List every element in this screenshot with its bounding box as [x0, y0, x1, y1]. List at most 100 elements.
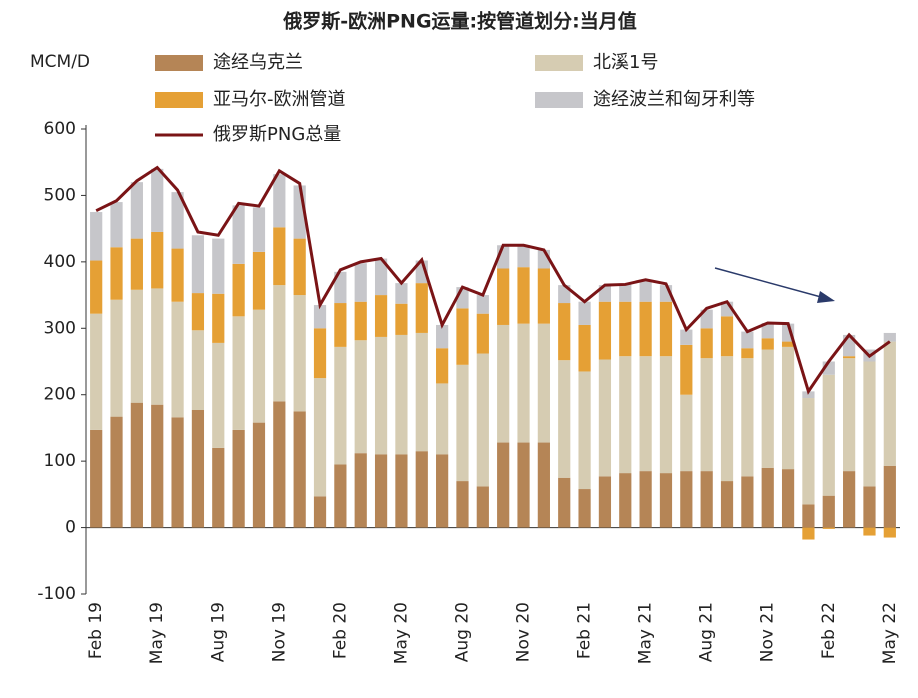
bar-segment — [354, 301, 367, 341]
bar-segment — [436, 383, 449, 455]
bar-segment — [334, 464, 347, 528]
bar-segment — [191, 330, 205, 410]
bar-segment — [395, 283, 408, 304]
bar-segment — [863, 527, 876, 536]
y-tick-label: 100 — [44, 451, 76, 471]
bar-segment — [151, 168, 164, 232]
bar-segment — [171, 417, 184, 528]
bar-segment — [436, 348, 449, 384]
bar-segment — [843, 471, 856, 528]
legend-swatch — [155, 92, 203, 108]
bar-segment — [415, 332, 428, 452]
bar-segment — [537, 442, 550, 528]
bar-segment — [476, 353, 489, 487]
bar-segment — [212, 238, 225, 294]
bar-segment — [619, 301, 632, 357]
legend-label: 北溪1号 — [593, 52, 658, 73]
bar-segment — [354, 340, 367, 454]
y-tick-label: 300 — [44, 318, 76, 338]
bar-segment — [232, 205, 245, 264]
bar-segment — [639, 356, 652, 472]
bar-segment — [659, 301, 673, 357]
bar-segment — [456, 481, 469, 528]
bar-segment — [802, 398, 815, 505]
bar-segment — [883, 341, 896, 466]
bar-segment — [639, 471, 652, 528]
bar-segment — [171, 248, 184, 302]
bar-segment — [334, 346, 347, 465]
y-axis-label: MCM/D — [30, 52, 90, 72]
bar-segment — [517, 442, 530, 528]
bar-segment — [313, 328, 327, 379]
bar-segment — [436, 324, 449, 349]
total-line — [95, 165, 891, 395]
bar-segment — [700, 328, 713, 359]
bar-segment — [110, 247, 123, 300]
bar-segment — [293, 238, 306, 296]
bar-segment — [273, 227, 286, 286]
bar-segment — [761, 322, 774, 339]
bar-segment — [476, 486, 489, 528]
bar-segment — [741, 331, 754, 349]
bar-segment — [90, 429, 103, 528]
trend-arrow — [714, 267, 833, 301]
bar-segment — [578, 324, 591, 372]
y-tick-label: -100 — [37, 584, 76, 604]
bar-segment — [232, 263, 245, 317]
bar-segment — [883, 527, 896, 538]
bar-segment — [578, 301, 591, 325]
x-tick-label: Nov 20 — [514, 602, 534, 662]
bar-segment — [252, 251, 266, 310]
legend-swatch — [535, 55, 583, 71]
x-tick-label: Feb 20 — [330, 602, 350, 659]
bar-segment — [761, 338, 774, 350]
bar-segment — [720, 481, 734, 528]
bar-segment — [802, 504, 815, 528]
bar-segment — [334, 271, 347, 304]
bar-segment — [497, 324, 510, 443]
bar-segment — [741, 476, 754, 528]
legend-swatch — [155, 55, 203, 71]
legend-label: 俄罗斯PNG总量 — [213, 124, 341, 145]
x-tick-label: Nov 21 — [758, 602, 778, 662]
y-tick-label: 600 — [44, 119, 76, 139]
bar-segment — [293, 411, 306, 528]
bar-segment — [537, 323, 550, 443]
bar-segment — [436, 454, 449, 528]
bar-segment — [822, 374, 835, 496]
bar-segment — [680, 394, 693, 472]
bar-segment — [212, 293, 225, 343]
bar-segment — [252, 422, 266, 528]
arrow-head — [817, 291, 835, 303]
y-tick-label: 400 — [44, 252, 76, 272]
bar-segment — [802, 527, 815, 540]
bar-segment — [822, 495, 835, 528]
bar-segment — [90, 212, 103, 261]
bar-segment — [558, 303, 571, 361]
bar-segment — [680, 471, 693, 528]
bar-segment — [273, 401, 286, 528]
bar-segment — [843, 358, 856, 472]
bar-segment — [232, 316, 245, 430]
bar-segment — [130, 289, 143, 403]
bar-segment — [374, 454, 388, 528]
bar-segment — [883, 465, 896, 528]
bar-segment — [334, 303, 347, 347]
bar-segment — [395, 334, 408, 455]
bar-segment — [273, 174, 286, 228]
legend-label: 途经波兰和匈牙利等 — [593, 89, 755, 110]
bar-segment — [619, 473, 632, 528]
bar-segment — [110, 202, 123, 248]
bar-segment — [476, 313, 489, 354]
bar-segment — [212, 342, 225, 448]
bar-segment — [191, 235, 205, 294]
bar-segment — [456, 308, 469, 365]
bar-segment — [802, 391, 815, 399]
bar-segment — [598, 476, 612, 528]
bar-segment — [130, 182, 143, 239]
bar-segment — [252, 309, 266, 423]
x-tick-label: May 21 — [636, 602, 656, 664]
bar-segment — [497, 268, 510, 325]
bar-segment — [863, 486, 876, 528]
